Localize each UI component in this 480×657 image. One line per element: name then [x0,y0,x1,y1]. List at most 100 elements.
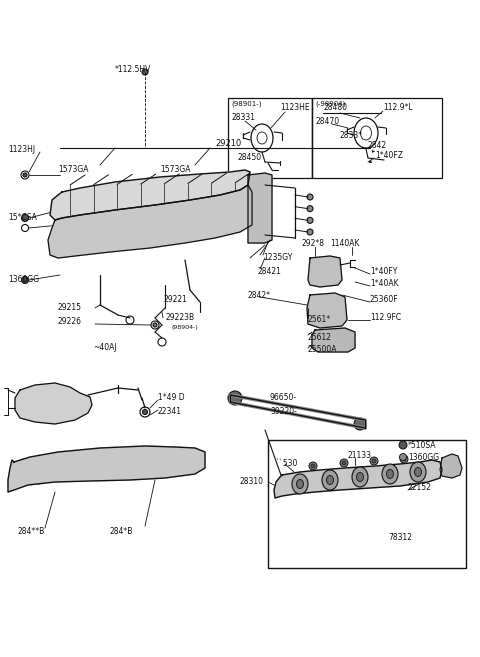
Text: 1123HE: 1123HE [280,104,310,112]
Polygon shape [312,328,355,352]
Text: 1140AK: 1140AK [330,238,360,248]
Ellipse shape [322,470,338,490]
Bar [312,98,442,178]
Text: 22152: 22152 [408,484,432,493]
Text: 112.9FC: 112.9FC [370,313,401,323]
Ellipse shape [74,463,82,473]
Text: 112.9*L: 112.9*L [383,104,413,112]
Ellipse shape [326,476,334,484]
Circle shape [370,457,378,465]
Circle shape [22,277,28,284]
Circle shape [307,217,313,223]
Ellipse shape [386,470,394,478]
Text: 284**B: 284**B [18,528,45,537]
Text: 28310: 28310 [240,478,264,486]
Text: 1*40FY: 1*40FY [370,267,397,277]
Text: 25500A: 25500A [308,346,337,355]
Text: 25360F: 25360F [370,296,398,304]
Circle shape [307,206,313,212]
Circle shape [143,409,147,415]
Circle shape [331,336,337,344]
Circle shape [402,457,406,461]
Circle shape [324,308,332,316]
Circle shape [228,391,242,405]
Text: 1360GG: 1360GG [8,275,39,284]
Text: 29223B: 29223B [165,313,194,321]
Text: 28480: 28480 [323,104,347,112]
Circle shape [23,173,27,177]
Text: (98904-): (98904-) [172,325,199,330]
Circle shape [142,69,148,75]
Polygon shape [307,293,347,328]
Text: ``530: ``530 [275,459,298,468]
Text: (-98904): (-98904) [315,101,346,107]
Text: 1*49 D: 1*49 D [158,394,185,403]
Text: 29226: 29226 [58,317,82,327]
Polygon shape [8,446,205,492]
Text: 28470: 28470 [315,118,339,127]
Circle shape [354,418,366,430]
Ellipse shape [352,467,368,487]
Ellipse shape [111,454,129,476]
Text: 1573GA: 1573GA [58,166,88,175]
Ellipse shape [29,462,47,484]
Circle shape [22,214,28,221]
Polygon shape [440,454,462,478]
Text: 2561*: 2561* [308,315,331,325]
Ellipse shape [357,472,363,482]
Circle shape [309,462,317,470]
Text: 1*40FZ: 1*40FZ [375,152,403,160]
Polygon shape [308,256,342,287]
Polygon shape [274,460,442,498]
Text: *112.5HV: *112.5HV [115,66,151,74]
Polygon shape [15,383,92,424]
Text: 96650-: 96650- [270,394,297,403]
Ellipse shape [156,458,164,468]
Ellipse shape [43,395,65,413]
Ellipse shape [382,464,398,484]
Text: 2833*: 2833* [340,131,363,139]
Ellipse shape [151,452,169,474]
Ellipse shape [69,457,87,479]
Circle shape [399,453,407,461]
Text: 29215: 29215 [58,302,82,311]
Text: 28450: 28450 [237,154,261,162]
Text: 292*8: 292*8 [302,238,325,248]
Ellipse shape [34,468,42,478]
Polygon shape [50,170,250,220]
Bar [228,98,312,178]
Text: 21133: 21133 [348,451,372,461]
Circle shape [153,323,157,327]
Text: 2842: 2842 [367,141,386,150]
Circle shape [399,441,407,449]
Circle shape [342,461,346,465]
Circle shape [400,455,408,463]
Text: 284*B: 284*B [110,528,133,537]
Text: 1573GA: 1573GA [160,166,191,175]
Text: 1235GY: 1235GY [263,254,292,263]
Ellipse shape [297,480,303,489]
Circle shape [307,194,313,200]
Text: 39220-: 39220- [270,407,297,417]
Text: 1123HJ: 1123HJ [8,145,35,154]
Text: 15*CSA: 15*CSA [8,214,37,223]
Bar [268,440,466,568]
Text: ~40AJ: ~40AJ [93,344,117,353]
Circle shape [307,229,313,235]
Text: 1360GG: 1360GG [408,453,439,461]
Circle shape [340,459,348,467]
Text: *510SA: *510SA [408,440,436,449]
Text: 28331: 28331 [232,114,256,122]
Ellipse shape [410,462,426,482]
Text: 22341: 22341 [158,407,182,417]
Ellipse shape [292,474,308,494]
Text: 1*40AK: 1*40AK [370,279,398,288]
Text: 28421: 28421 [258,267,282,277]
Text: (98901-): (98901-) [231,101,262,107]
Ellipse shape [415,468,421,476]
Polygon shape [48,185,252,258]
Polygon shape [248,173,272,243]
Text: 29210: 29210 [215,139,241,148]
Text: 78312: 78312 [388,533,412,543]
Text: 25612: 25612 [308,332,332,342]
